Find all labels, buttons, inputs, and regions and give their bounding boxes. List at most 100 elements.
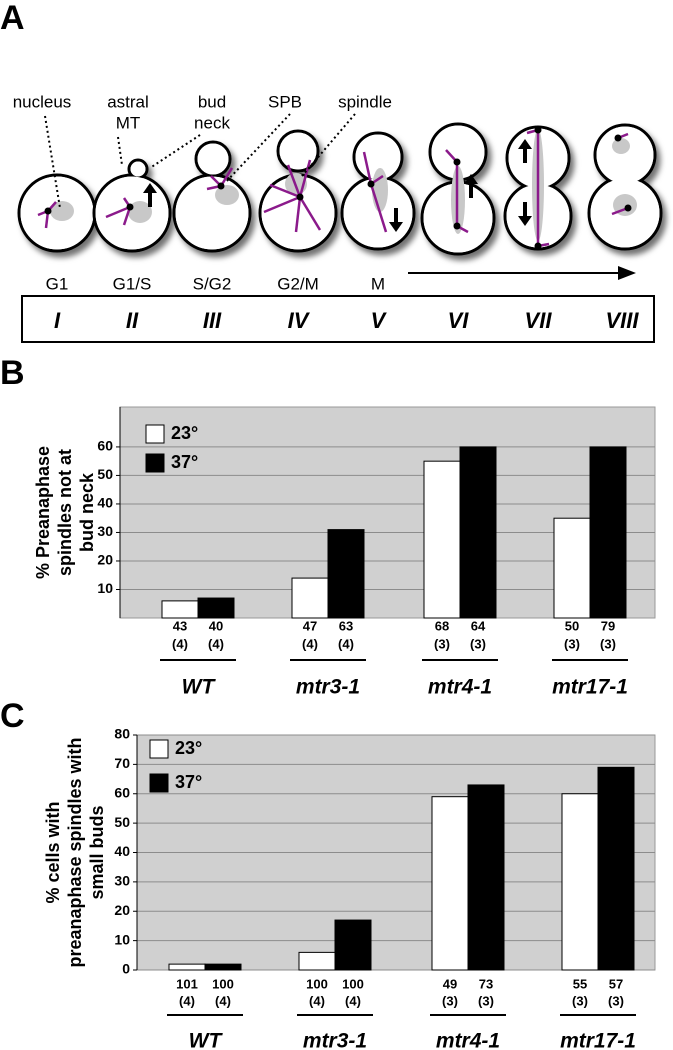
y-tick-label: 80	[114, 726, 130, 742]
legend-label: 23°	[171, 423, 198, 443]
stage-label: V	[371, 308, 388, 333]
y-axis-label: % cells with	[43, 801, 63, 903]
bar	[459, 446, 497, 619]
microtubule	[294, 196, 302, 233]
replicate-label: (4)	[179, 993, 195, 1008]
stage-label: VIII	[605, 308, 639, 333]
microtubule	[269, 183, 301, 199]
stage-label: I	[54, 308, 61, 333]
legend-label: 23°	[175, 738, 202, 758]
panel-label: B	[0, 354, 25, 392]
spb	[453, 158, 461, 166]
microtubule	[219, 167, 234, 187]
count-label: 100	[342, 976, 364, 991]
spb	[217, 182, 225, 190]
bar	[467, 784, 505, 971]
microtubule	[263, 195, 301, 214]
annotation: astral	[107, 92, 149, 111]
phase-label: S/G2	[193, 274, 232, 293]
replicate-label: (3)	[564, 636, 580, 651]
spb	[534, 126, 542, 134]
phase-label: G1	[46, 274, 69, 293]
leader-line	[117, 136, 123, 166]
cell-diagram	[17, 122, 663, 256]
annotation: bud	[198, 92, 226, 111]
arrow-head	[618, 266, 636, 280]
replicate-label: (4)	[208, 636, 224, 651]
annotation: neck	[194, 113, 230, 132]
annotation: nucleus	[13, 92, 72, 111]
legend-swatch	[149, 773, 169, 793]
y-tick-label: 70	[114, 755, 130, 771]
replicate-label: (4)	[172, 636, 188, 651]
leader-line	[44, 115, 61, 209]
bar	[431, 796, 469, 971]
count-label: 101	[176, 976, 198, 991]
bar	[168, 963, 206, 971]
force-arrow-head	[464, 174, 478, 184]
count-label: 47	[303, 618, 317, 633]
legend-swatch	[145, 453, 165, 473]
x-tick-label: mtr3-1	[303, 1030, 367, 1050]
y-tick-label: 10	[114, 931, 130, 947]
y-tick-label: 20	[97, 552, 113, 568]
legend-swatch	[149, 739, 169, 759]
bar	[291, 577, 329, 619]
replicate-label: (4)	[309, 993, 325, 1008]
microtubule	[105, 205, 131, 219]
x-tick-label: mtr4-1	[436, 1030, 500, 1050]
spb	[296, 193, 304, 201]
annotation: spindle	[338, 92, 392, 111]
cell-fill	[197, 143, 229, 175]
spb	[367, 180, 375, 188]
spb	[453, 222, 461, 230]
microtubule	[298, 159, 312, 198]
force-arrow-head	[143, 183, 157, 193]
phase-label: G1/S	[113, 274, 152, 293]
panel-label: A	[0, 0, 25, 37]
stage-label: IV	[288, 308, 311, 333]
y-axis-label: % Preanaphase	[33, 446, 53, 579]
legend-label: 37°	[175, 772, 202, 792]
nucleus	[215, 185, 239, 205]
annotation: MT	[116, 113, 141, 132]
bar	[204, 963, 242, 971]
y-tick-label: 10	[97, 580, 113, 596]
bar	[334, 919, 372, 971]
count-label: 73	[479, 976, 493, 991]
force-arrow-head	[518, 139, 532, 149]
stage-label: VI	[448, 308, 470, 333]
stage-label: VII	[525, 308, 553, 333]
y-tick-label: 60	[97, 438, 113, 454]
y-axis-label: bud neck	[77, 472, 97, 552]
replicate-label: (4)	[345, 993, 361, 1008]
force-arrow-head	[518, 216, 532, 226]
y-tick-label: 40	[97, 495, 113, 511]
replicate-label: (4)	[302, 636, 318, 651]
replicate-label: (3)	[470, 636, 486, 651]
cell-fill	[279, 132, 317, 170]
x-tick-label: WT	[189, 1030, 224, 1050]
spb	[126, 203, 134, 211]
count-label: 49	[443, 976, 457, 991]
bar	[298, 951, 336, 971]
spb	[624, 204, 632, 212]
bar	[161, 600, 199, 619]
y-tick-label: 0	[122, 961, 130, 977]
replicate-label: (3)	[442, 993, 458, 1008]
replicate-label: (3)	[434, 636, 450, 651]
x-tick-label: mtr4-1	[428, 676, 492, 699]
microtubule	[298, 196, 322, 231]
bar	[561, 793, 599, 971]
stage-label: III	[203, 308, 222, 333]
count-label: 63	[339, 618, 353, 633]
x-tick-label: mtr17-1	[552, 676, 628, 699]
nucleus	[50, 201, 74, 221]
replicate-label: (3)	[478, 993, 494, 1008]
replicate-label: (3)	[572, 993, 588, 1008]
count-label: 64	[471, 618, 486, 633]
leader-line	[224, 113, 291, 184]
spb	[44, 207, 52, 215]
nucleus	[612, 138, 630, 154]
stage-label: II	[126, 308, 139, 333]
